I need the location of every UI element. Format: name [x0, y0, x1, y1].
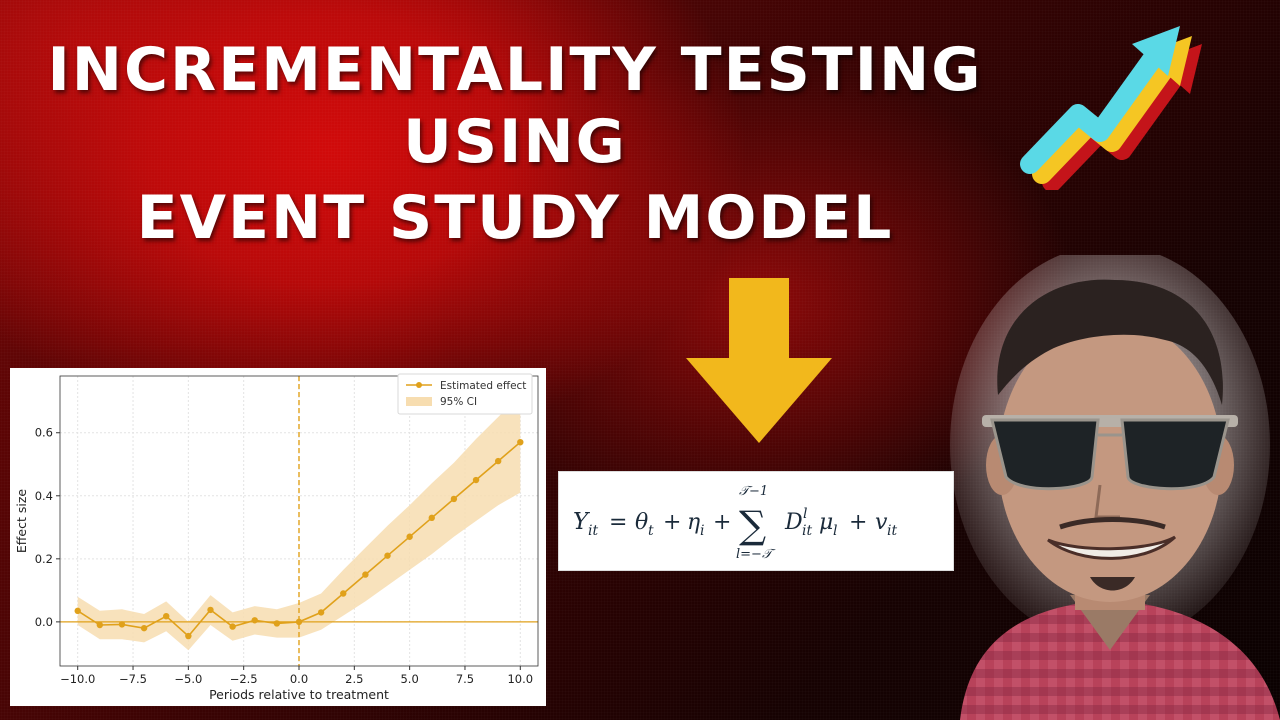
- data-point: [96, 621, 104, 629]
- eq-theta-sub: t: [648, 523, 654, 539]
- trend-up-arrow-icon: [1020, 26, 1202, 190]
- eq-D: D: [784, 510, 803, 535]
- y-tick-label: 0.2: [35, 552, 53, 566]
- data-point: [406, 533, 413, 540]
- event-study-equation: Y it = θ t + η i + 𝒯−1 ∑ l=−𝒯 D l it μ l…: [559, 472, 953, 570]
- eq-plus-1: +: [663, 510, 681, 535]
- eq-sum-upper: 𝒯−1: [739, 484, 768, 499]
- data-point: [251, 617, 258, 624]
- eq-plus-2: +: [713, 510, 731, 535]
- legend-ci-swatch: [406, 397, 432, 406]
- legend-marker-swatch: [416, 382, 422, 388]
- title-line-2: USING: [403, 107, 627, 177]
- data-point: [163, 612, 170, 620]
- eq-sum-lower: l=−𝒯: [736, 547, 776, 562]
- y-tick-label: 0.6: [35, 426, 53, 440]
- eq-plus-3: +: [849, 510, 867, 535]
- data-point: [118, 621, 126, 628]
- eq-lhs-sub: it: [588, 523, 598, 539]
- x-tick-label: −5.0: [174, 672, 202, 686]
- eq-mu-sub: l: [833, 523, 837, 539]
- data-point: [384, 552, 391, 559]
- event-study-chart: −10.0 −7.5 −5.0 −2.5 0.0 2.5 5.0 7.5 10.0 0.0 0.2 0…: [10, 368, 546, 706]
- data-point: [450, 495, 458, 503]
- data-point: [317, 609, 325, 616]
- presenter-photo: [950, 255, 1280, 720]
- legend-label-estimated: Estimated effect: [440, 380, 526, 392]
- x-tick-label: 0.0: [290, 672, 308, 686]
- chart-legend: Estimated effect 95% CI: [397, 373, 533, 415]
- x-tick-label: 2.5: [345, 672, 363, 686]
- eq-eta: η: [687, 510, 700, 535]
- title-line-1: INCREMENTALITY TESTING: [47, 35, 983, 105]
- eq-v-sub: it: [887, 523, 897, 539]
- x-tick-label: 5.0: [400, 672, 418, 686]
- chart-svg: −10.0 −7.5 −5.0 −2.5 0.0 2.5 5.0 7.5 10.0 0.0 0.2 0…: [14, 373, 539, 702]
- x-tick-label: −10.0: [60, 672, 95, 686]
- data-point: [517, 438, 524, 446]
- data-point: [428, 514, 435, 522]
- title-line-3: EVENT STUDY MODEL: [136, 183, 894, 253]
- eq-eta-sub: i: [700, 523, 704, 539]
- legend-label-ci: 95% CI: [440, 396, 477, 408]
- y-tick-label: 0.0: [35, 615, 53, 629]
- data-point: [140, 624, 148, 632]
- data-point: [494, 457, 502, 465]
- y-axis-label: Effect size: [14, 489, 29, 553]
- eq-sigma: ∑: [739, 503, 766, 547]
- data-point: [185, 632, 192, 640]
- data-point: [340, 590, 347, 597]
- data-point: [207, 606, 214, 614]
- x-tick-label: −7.5: [119, 672, 147, 686]
- eq-theta: θ: [635, 510, 648, 535]
- eq-D-sup: l: [803, 506, 807, 522]
- x-tick-label: 7.5: [456, 672, 474, 686]
- eq-D-sub: it: [802, 523, 812, 539]
- data-point: [273, 620, 281, 627]
- x-tick-label: −2.5: [230, 672, 258, 686]
- eq-equals: =: [609, 510, 627, 535]
- data-point: [362, 571, 369, 578]
- eq-v: v: [875, 510, 888, 535]
- data-point: [74, 607, 81, 615]
- data-point: [472, 476, 480, 484]
- eq-mu: μ: [819, 510, 833, 535]
- y-tick-label: 0.4: [35, 489, 53, 503]
- eq-lhs: Y: [573, 509, 591, 535]
- data-point: [295, 618, 303, 626]
- data-point: [229, 623, 236, 630]
- equation-svg: Y it = θ t + η i + 𝒯−1 ∑ l=−𝒯 D l it μ l…: [573, 484, 897, 562]
- x-axis-label: Periods relative to treatment: [209, 687, 389, 702]
- x-tick-label: 10.0: [507, 672, 533, 686]
- down-arrow-icon: [686, 278, 832, 443]
